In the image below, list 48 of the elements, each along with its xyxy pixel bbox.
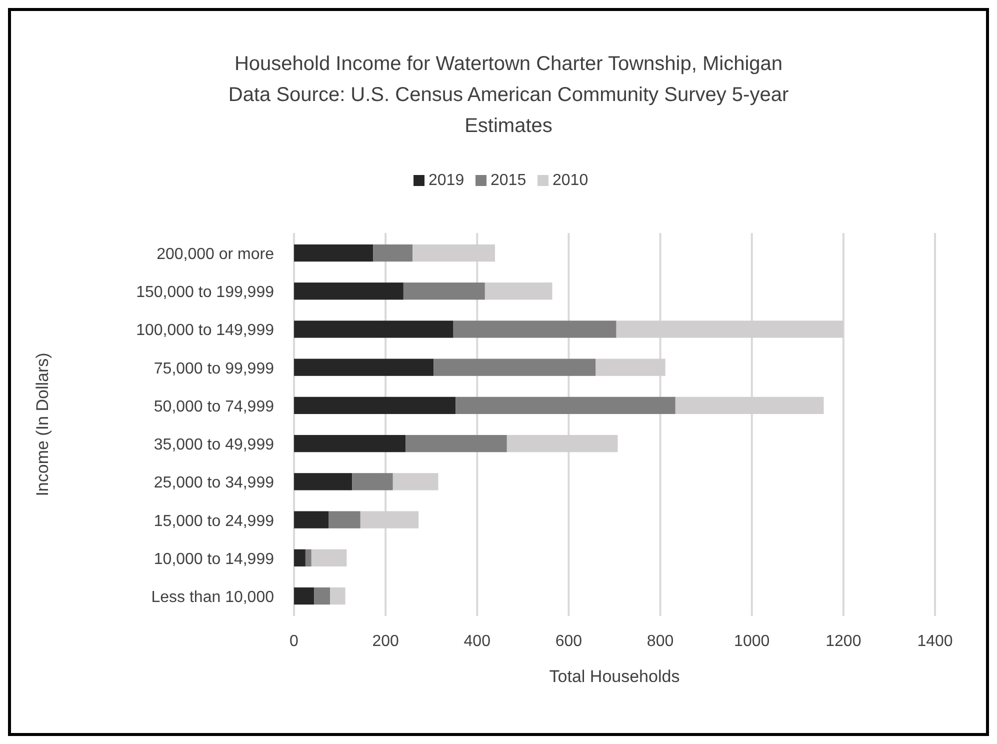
- y-tick-label: 150,000 to 199,999: [136, 284, 274, 302]
- x-tick-label: 600: [555, 633, 582, 650]
- bar: [352, 473, 393, 490]
- y-tick-label: 200,000 or more: [156, 246, 274, 264]
- bar: [311, 549, 347, 566]
- y-tick-label: 15,000 to 24,999: [154, 512, 274, 530]
- x-tick-label: 200: [372, 633, 400, 650]
- x-axis-title: Total Households: [549, 667, 680, 686]
- x-tick-label: 800: [646, 633, 674, 650]
- bar: [406, 434, 507, 452]
- bar: [294, 434, 406, 452]
- y-axis-title: Income (In Dollars): [33, 352, 52, 496]
- bar: [453, 320, 616, 338]
- bar: [294, 396, 456, 414]
- bar: [305, 549, 312, 566]
- bar: [328, 511, 360, 528]
- bar: [403, 282, 485, 300]
- x-tick-label: 400: [464, 633, 491, 650]
- y-tick-label: 50,000 to 74,999: [154, 398, 274, 416]
- x-tick-label: 1200: [826, 633, 862, 650]
- legend-label: 2019: [428, 172, 464, 189]
- x-tick-label: 0: [290, 633, 299, 650]
- bar: [484, 282, 552, 300]
- bar: [294, 511, 329, 528]
- y-tick-label: 35,000 to 49,999: [154, 436, 274, 454]
- x-tick-label: 1000: [734, 633, 770, 650]
- y-tick-label: 10,000 to 14,999: [154, 550, 274, 568]
- bar: [330, 587, 346, 605]
- bar: [294, 320, 454, 338]
- y-tick-label: 25,000 to 34,999: [154, 474, 274, 492]
- bar: [294, 282, 404, 300]
- bar: [456, 396, 676, 414]
- bar: [392, 473, 438, 490]
- bar: [294, 473, 352, 490]
- bar: [294, 587, 314, 605]
- bar: [314, 587, 330, 605]
- y-tick-label: 100,000 to 149,999: [136, 322, 274, 340]
- bar: [294, 244, 374, 262]
- y-tick-label: 75,000 to 99,999: [154, 360, 274, 378]
- bar: [294, 358, 434, 376]
- legend-label: 2010: [552, 172, 588, 189]
- chart-title: Household Income for Watertown Charter Township, Michigan Data Source: U.S. Census American Community Survey 5-year Estimates: [228, 53, 789, 137]
- x-tick-label: 1400: [917, 633, 953, 650]
- bar: [294, 549, 306, 566]
- bar: [434, 358, 596, 376]
- legend-label: 2015: [490, 172, 526, 189]
- bar: [373, 244, 413, 262]
- y-tick-label: Less than 10,000: [151, 588, 274, 606]
